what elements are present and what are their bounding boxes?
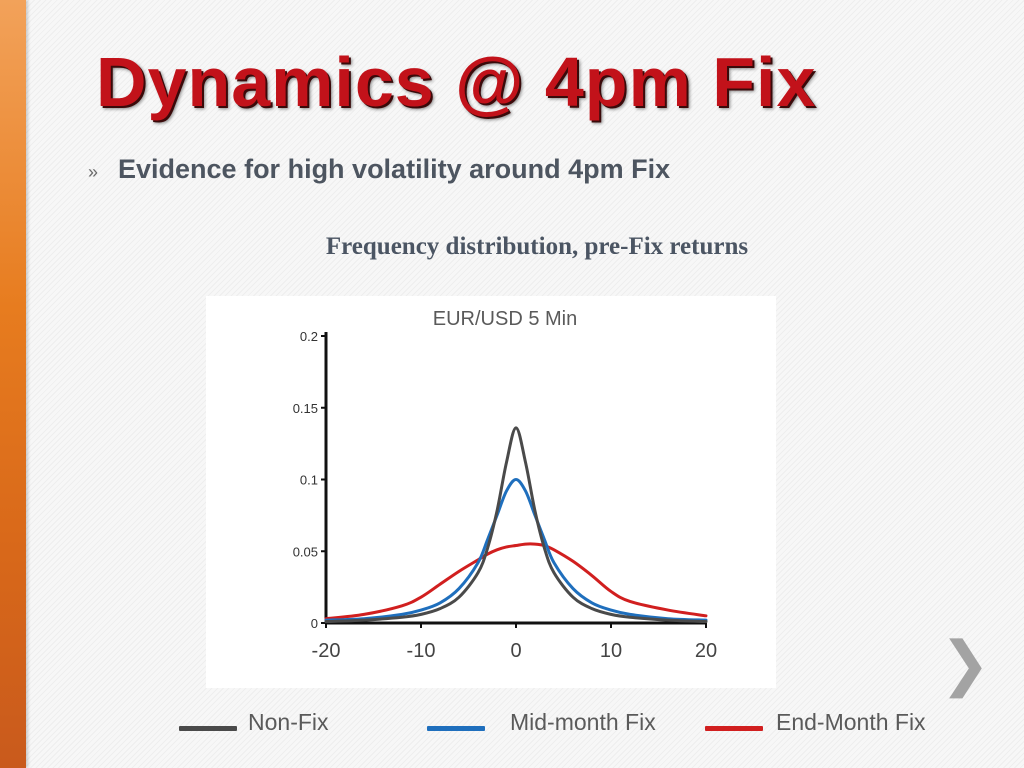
series-line-non-fix [324, 426, 708, 624]
legend-label-end-month-fix: End-Month Fix [776, 709, 926, 735]
series-lines [324, 426, 708, 624]
chart-legend: Non-Fix Mid-month Fix End-Month Fix [0, 706, 1024, 740]
x-tick-label: 20 [695, 640, 717, 662]
chart-title: EUR/USD 5 Min [433, 308, 577, 330]
y-tick-label: 0.05 [293, 544, 318, 559]
y-tick-label: 0.1 [300, 473, 318, 488]
legend-swatch-mid-month-fix [427, 726, 485, 731]
legend-label-mid-month-fix: Mid-month Fix [510, 709, 656, 735]
x-tick-label: 0 [510, 640, 521, 662]
chart-panel: EUR/USD 5 Min 0 0.05 0.1 0.15 0.2 -20 -10 0 10 2… [206, 296, 776, 688]
y-tick-label: 0.15 [293, 401, 318, 416]
x-axis: -20 -10 0 10 20 [312, 621, 717, 662]
legend-swatch-end-month-fix [705, 726, 763, 731]
y-axis: 0 0.05 0.1 0.15 0.2 [293, 329, 328, 631]
x-tick-label: 10 [600, 640, 622, 662]
slide-accent-bar [0, 0, 26, 768]
y-tick-label: 0 [311, 616, 318, 631]
series-line-mid-month-fix [324, 478, 708, 622]
series-line-end-month-fix [324, 542, 708, 621]
slide-title: Dynamics @ 4pm Fix [96, 43, 817, 121]
x-tick-label: -20 [312, 640, 341, 662]
chevron-right-icon: ❯ [940, 630, 991, 697]
next-slide-button[interactable]: ❯ [940, 634, 990, 694]
bullet-text: Evidence for high volatility around 4pm … [118, 154, 671, 184]
legend-label-non-fix: Non-Fix [248, 709, 329, 735]
chart-subtitle: Frequency distribution, pre-Fix returns [325, 233, 749, 260]
bullet-point: » Evidence for high volatility around 4p… [88, 154, 670, 185]
x-tick-label: -10 [407, 640, 436, 662]
legend-swatch-non-fix [179, 726, 237, 731]
frequency-distribution-chart: EUR/USD 5 Min 0 0.05 0.1 0.15 0.2 -20 -10 0 10 2… [293, 308, 717, 662]
y-tick-label: 0.2 [300, 329, 318, 344]
bullet-marker: » [88, 162, 99, 182]
